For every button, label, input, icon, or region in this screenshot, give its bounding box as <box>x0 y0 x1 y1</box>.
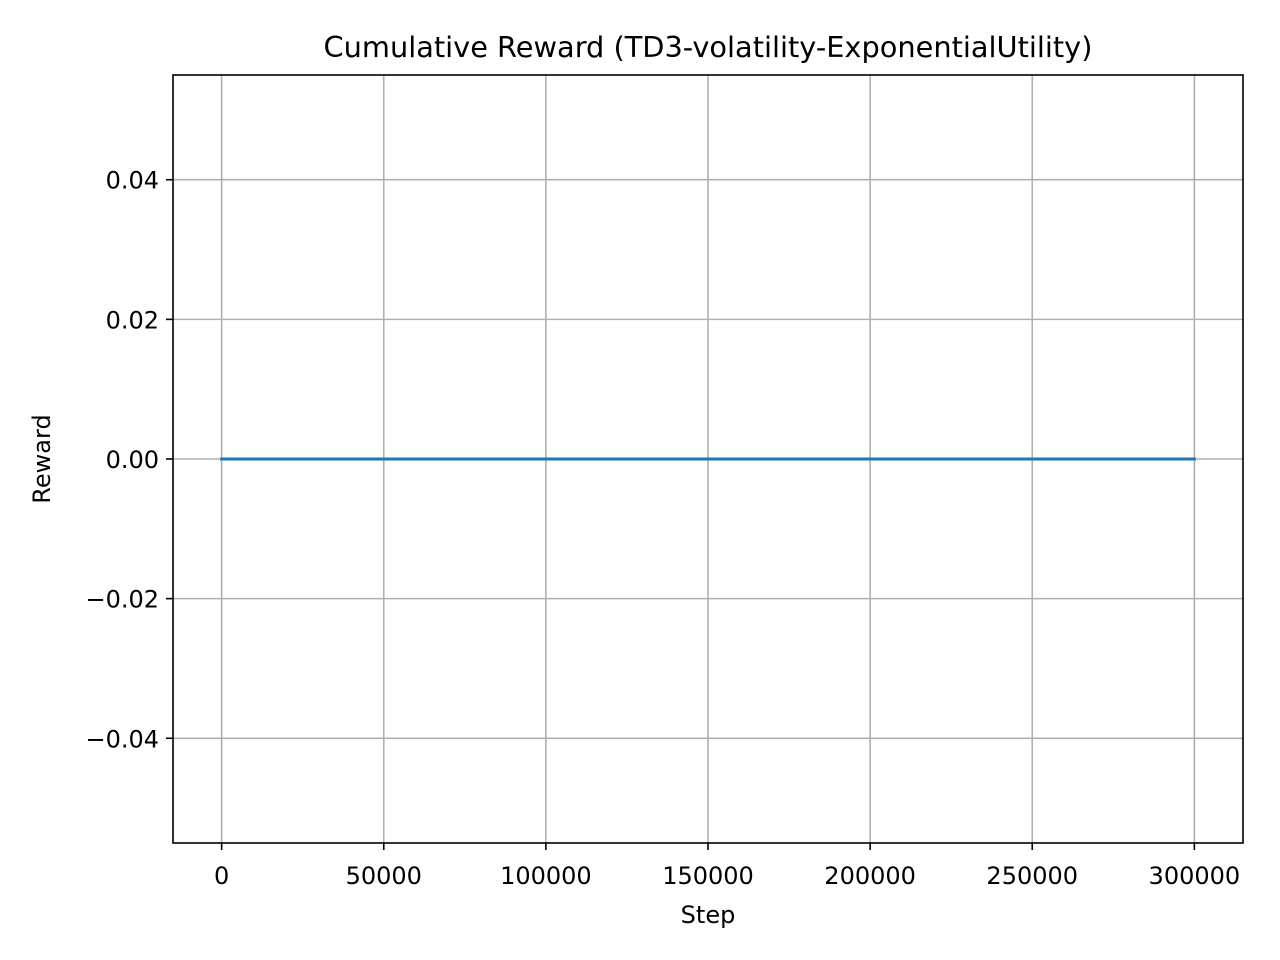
y-tick-label: −0.02 <box>85 586 159 614</box>
x-tick-label: 300000 <box>1149 862 1241 890</box>
y-tick-label: 0.00 <box>106 446 159 474</box>
x-tick-label: 100000 <box>500 862 592 890</box>
y-tick-label: 0.02 <box>106 306 159 334</box>
x-tick-label: 200000 <box>824 862 916 890</box>
x-axis-ticks: 0 50000 100000 150000 200000 250000 300000 <box>214 843 1240 890</box>
x-tick-label: 250000 <box>986 862 1078 890</box>
y-axis-ticks: 0.04 0.02 0.00 −0.02 −0.04 <box>85 167 173 753</box>
x-tick-label: 0 <box>214 862 229 890</box>
x-tick-label: 50000 <box>346 862 422 890</box>
x-axis-label: Step <box>681 901 736 929</box>
chart-title: Cumulative Reward (TD3-volatility-Expone… <box>324 30 1093 64</box>
y-axis-label: Reward <box>28 414 56 503</box>
y-tick-label: −0.04 <box>85 725 159 753</box>
x-tick-label: 150000 <box>662 862 754 890</box>
y-tick-label: 0.04 <box>106 167 159 195</box>
